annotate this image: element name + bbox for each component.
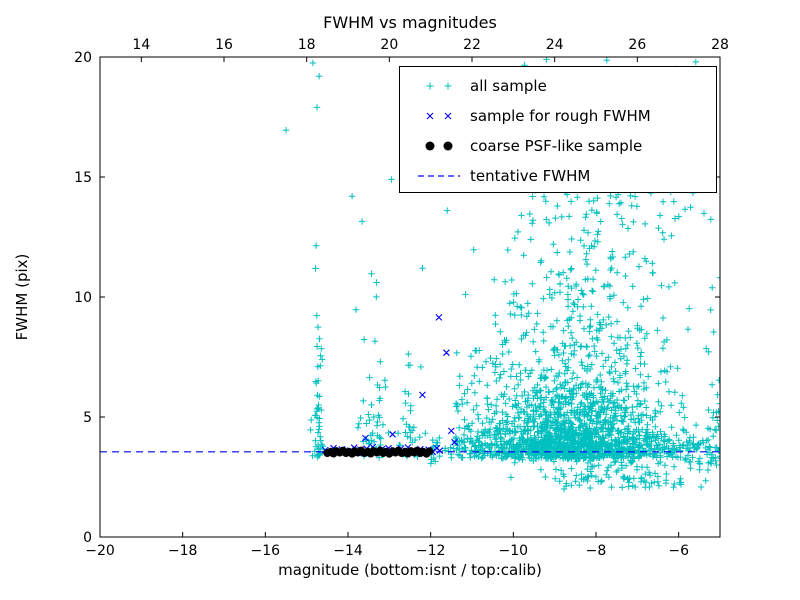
tick-label: 0 — [83, 530, 92, 546]
tick-label: −14 — [333, 543, 363, 559]
tick-label: 28 — [711, 37, 729, 53]
tick-label: 26 — [628, 37, 646, 53]
tick-label: 5 — [83, 410, 92, 426]
tick-label: 20 — [380, 37, 398, 53]
tick-label: 24 — [546, 37, 564, 53]
legend-entry-1: sample for rough FWHM — [426, 107, 651, 125]
x-axis-top: 14 16 18 20 22 24 26 28 — [132, 37, 729, 62]
y-axis: 0 5 10 15 20 — [74, 50, 720, 546]
cross-marker-icon — [426, 112, 434, 120]
legend-label: sample for rough FWHM — [470, 107, 651, 125]
dot-marker-icon — [425, 141, 435, 151]
legend-entry-3: tentative FWHM — [418, 167, 590, 185]
x-axis-bottom: −20 −18 −16 −14 −12 −10 −8 −6 — [85, 532, 689, 559]
plus-marker-icon — [426, 82, 434, 90]
legend-label: coarse PSF-like sample — [470, 137, 642, 155]
legend-box — [399, 66, 717, 193]
psf-sample-points — [323, 446, 434, 458]
tick-label: −6 — [668, 543, 689, 559]
legend-label: all sample — [470, 77, 547, 95]
plus-marker-icon — [444, 82, 452, 90]
tick-label: 16 — [215, 37, 233, 53]
tick-label: 18 — [298, 37, 316, 53]
y-axis-label: FWHM (pix) — [13, 253, 31, 341]
dot-marker-icon — [443, 141, 453, 151]
tick-label: 15 — [74, 170, 92, 186]
tick-label: −12 — [416, 543, 446, 559]
cross-marker-icon — [444, 112, 452, 120]
x-axis-label: magnitude (bottom:isnt / top:calib) — [278, 561, 542, 579]
legend-label: tentative FWHM — [470, 167, 590, 185]
tick-label: 10 — [74, 290, 92, 306]
tick-label: 20 — [74, 50, 92, 66]
tick-label: −16 — [251, 543, 281, 559]
tick-label: −18 — [168, 543, 198, 559]
tick-label: −20 — [85, 543, 115, 559]
legend: all sample sample for rough FWHM coarse PS… — [399, 66, 717, 193]
chart-title: FWHM vs magnitudes — [323, 13, 497, 32]
legend-entry-0: all sample — [426, 77, 547, 95]
tick-label: 14 — [132, 37, 150, 53]
tick-label: −10 — [499, 543, 529, 559]
tick-label: −8 — [586, 543, 607, 559]
axes-frame: −20 −18 −16 −14 −12 −10 −8 −6 14 16 18 20 22 24 26 28 0 5… — [74, 37, 729, 559]
legend-entry-2: coarse PSF-like sample — [425, 137, 642, 155]
tick-label: 22 — [463, 37, 481, 53]
